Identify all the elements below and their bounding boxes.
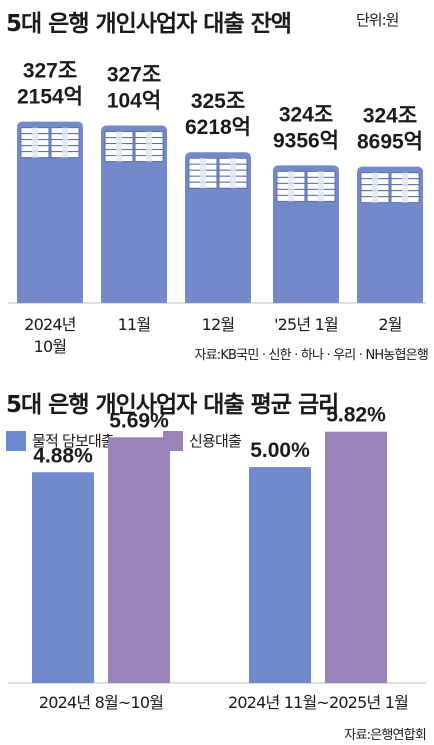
x-tick-label: 2024년 <box>24 315 76 334</box>
value-label: 4.88% <box>33 444 93 467</box>
chart1-title: 5대 은행 개인사업자 대출 잔액 <box>6 11 292 37</box>
value-label: 5.69% <box>109 409 169 432</box>
money-band <box>318 171 324 202</box>
legend-swatch-collateral <box>6 430 26 451</box>
bar <box>32 472 94 683</box>
legend-label-credit: 신용대출 <box>189 432 242 450</box>
value-label-bottom: 6218억 <box>185 116 251 139</box>
bar <box>185 152 251 303</box>
x-tick-label: '25년 1월 <box>274 315 338 334</box>
money-stack-icon <box>104 131 164 163</box>
x-tick-label: 2월 <box>378 315 401 334</box>
money-stack-icon <box>188 157 248 189</box>
chart1-plot: 327조 2154억 2024년 10월 327조 104억 11월 325조 6218억 12월… <box>8 60 426 356</box>
money-stack-icon <box>276 170 336 202</box>
money-band <box>230 158 236 189</box>
bar <box>108 437 170 683</box>
value-label-top: 327조 <box>107 64 161 87</box>
chart2-title: 5대 은행 개인사업자 대출 평균 금리 <box>6 392 339 418</box>
money-band <box>402 172 408 203</box>
bar <box>101 125 167 303</box>
money-band <box>372 172 378 203</box>
chart1-unit: 단위:원 <box>356 11 399 29</box>
legend-label-collateral: 물적 담보대출 <box>32 432 115 450</box>
x-tick-label: 11월 <box>118 315 151 334</box>
chart2-source: 자료:은행연합회 <box>344 728 427 743</box>
value-label-top: 327조 <box>23 60 77 83</box>
money-band <box>116 131 122 162</box>
money-band <box>62 127 68 158</box>
value-label-top: 325조 <box>191 90 245 113</box>
x-tick-label: 10월 <box>34 337 67 356</box>
bar <box>249 467 311 683</box>
value-label: 5.82% <box>326 404 386 427</box>
money-stack-icon <box>20 127 80 159</box>
value-label-bottom: 104억 <box>107 90 161 113</box>
legend-item-collateral: 물적 담보대출 <box>6 430 115 451</box>
value-label: 5.00% <box>250 439 310 462</box>
x-tick-label: 2024년 11월~2025년 1월 <box>228 693 408 712</box>
x-tick-label: 2024년 8월~10월 <box>39 693 163 712</box>
value-label-top: 324조 <box>279 103 333 126</box>
money-stack-icon <box>360 172 420 204</box>
value-label-bottom: 2154억 <box>17 86 83 109</box>
x-tick-label: 12월 <box>202 315 235 334</box>
chart1-source: 자료:KB국민 · 신한 · 하나 · 우리 · NH농협은행 <box>194 348 428 363</box>
value-label-top: 324조 <box>363 105 417 128</box>
value-label-bottom: 8695억 <box>357 131 423 154</box>
money-band <box>32 127 38 158</box>
value-label-bottom: 9356억 <box>273 129 339 152</box>
money-band <box>146 131 152 162</box>
money-band <box>200 158 206 189</box>
money-band <box>288 171 294 202</box>
bar <box>17 121 83 303</box>
bar <box>325 431 387 683</box>
